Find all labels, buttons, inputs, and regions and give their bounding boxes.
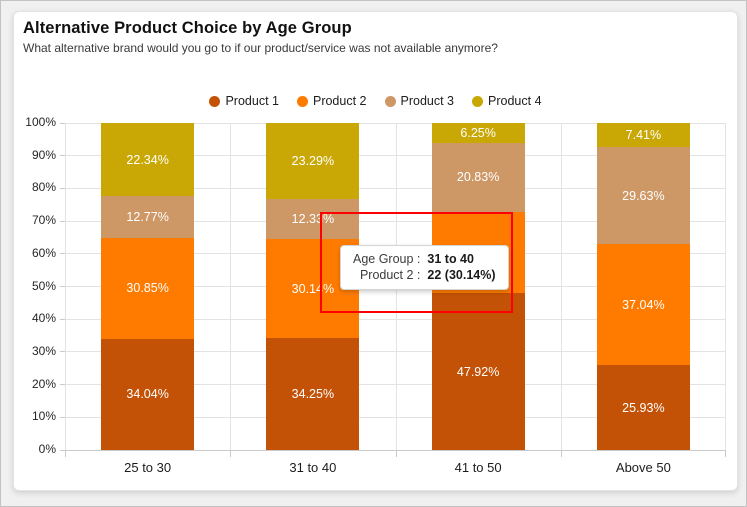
data-label-product-3-25-to-30: 12.77% [126, 209, 169, 224]
bar-segment-product-3-31-to-40[interactable] [266, 199, 360, 240]
x-axis-label-above-50: Above 50 [615, 460, 671, 475]
bar-segment-product-4-25-to-30[interactable] [101, 123, 195, 197]
y-axis-tick [60, 220, 65, 222]
y-axis-label: 90% [31, 147, 56, 162]
gridline-vertical [560, 123, 562, 450]
x-axis-label-31-to-40: 31 to 40 [289, 460, 337, 475]
tooltip-row-value: 22 (30.14%) [427, 268, 496, 282]
x-axis-label-41-to-50: 41 to 50 [454, 460, 502, 475]
y-axis-tick [60, 253, 65, 255]
y-axis-tick [60, 187, 65, 189]
data-label-product-4-above-50: 7.41% [625, 128, 662, 143]
gridline-vertical [65, 123, 66, 450]
x-axis-tick [230, 450, 232, 457]
data-label-product-2-25-to-30: 30.85% [126, 281, 169, 296]
bar-segment-product-4-41-to-50[interactable] [431, 123, 525, 144]
gridline-vertical [230, 123, 232, 450]
data-label-product-4-41-to-50: 6.25% [460, 126, 496, 141]
data-label-product-1-above-50: 25.93% [622, 400, 665, 415]
y-axis-tick [60, 318, 65, 320]
bar-segment-product-1-31-to-40[interactable] [266, 338, 360, 450]
data-label-product-1-25-to-30: 34.04% [126, 387, 169, 402]
y-axis-label: 100% [25, 115, 56, 129]
tooltip-row-label: Product 2 : [359, 268, 421, 282]
chart-subtitle: What alternative brand would you go to i… [23, 41, 498, 55]
x-axis-tick [395, 450, 397, 457]
y-axis-label: 60% [31, 245, 56, 260]
bar-segment-product-4-above-50[interactable] [596, 122, 690, 148]
chart-card: Alternative Product Choice by Age Group … [13, 11, 738, 491]
data-label-product-4-31-to-40: 23.29% [291, 154, 335, 169]
data-label-product-3-41-to-50: 20.83% [456, 170, 500, 185]
y-axis-label: 10% [31, 409, 56, 424]
gridline-vertical [725, 123, 726, 450]
data-label-product-4-25-to-30: 22.34% [126, 152, 169, 167]
legend-item-product-4[interactable]: Product 4 [472, 94, 542, 108]
legend-item-label: Product 4 [488, 94, 542, 108]
legend-item-label: Product 1 [225, 94, 279, 108]
data-label-product-3-above-50: 29.63% [622, 188, 665, 203]
legend-item-label: Product 3 [400, 94, 455, 108]
tooltip: Age Group : 31 to 40 Product 2 : 22 (30.… [340, 245, 509, 290]
bar-segment-product-2-25-to-30[interactable] [101, 237, 195, 339]
y-axis-tick [60, 351, 65, 353]
legend-item-product-2[interactable]: Product 2 [296, 94, 367, 108]
y-axis-tick [60, 286, 65, 287]
y-axis-tick [60, 384, 65, 386]
y-axis-tick [60, 416, 65, 418]
y-axis-label: 30% [31, 343, 56, 358]
tooltip-row-value: 31 to 40 [427, 252, 474, 266]
x-axis-line [65, 450, 726, 451]
x-axis-tick [65, 450, 66, 457]
bar-segment-product-2-above-50[interactable] [596, 244, 690, 366]
selection-rectangle [320, 212, 513, 313]
bar-segment-product-1-25-to-30[interactable] [101, 338, 195, 450]
data-label-product-1-31-to-40: 34.25% [291, 387, 335, 401]
legend-marker-icon [472, 95, 484, 107]
legend-marker-icon [209, 95, 221, 107]
x-axis-label-25-to-30: 25 to 30 [124, 460, 172, 475]
y-axis-label: 20% [31, 376, 56, 391]
bar-segment-product-3-above-50[interactable] [596, 147, 690, 245]
y-axis-tick [60, 155, 65, 157]
data-label-product-2-above-50: 37.04% [622, 297, 665, 312]
bar-segment-product-3-25-to-30[interactable] [101, 196, 195, 238]
legend-item-product-3[interactable]: Product 3 [384, 94, 455, 108]
tooltip-row-label: Age Group : [353, 252, 421, 266]
data-label-product-3-31-to-40: 12.33% [291, 212, 335, 227]
y-axis-tick [60, 449, 65, 451]
legend-marker-icon [296, 95, 308, 107]
y-axis-tick [60, 122, 65, 124]
y-axis-label: 0% [38, 442, 56, 456]
x-axis-tick [725, 450, 726, 457]
chart-title: Alternative Product Choice by Age Group [23, 19, 352, 37]
legend-item-product-1[interactable]: Product 1 [209, 94, 279, 108]
bar-segment-product-1-41-to-50[interactable] [431, 293, 525, 450]
legend-item-label: Product 2 [312, 94, 367, 108]
bar-segment-product-3-41-to-50[interactable] [431, 143, 525, 212]
data-label-product-2-31-to-40: 30.14% [291, 281, 335, 296]
legend-marker-icon [384, 95, 396, 107]
x-axis-tick [560, 450, 562, 457]
data-label-product-1-41-to-50: 47.92% [456, 364, 500, 379]
y-axis-label: 40% [31, 311, 56, 326]
y-axis-label: 70% [31, 213, 56, 228]
legend: Product 1 Product 2 Product 3 Product 4 [14, 92, 737, 110]
y-axis-label: 80% [31, 180, 56, 195]
bar-segment-product-4-31-to-40[interactable] [266, 122, 360, 200]
bar-segment-product-1-above-50[interactable] [596, 365, 690, 450]
y-axis-label: 50% [31, 278, 56, 293]
